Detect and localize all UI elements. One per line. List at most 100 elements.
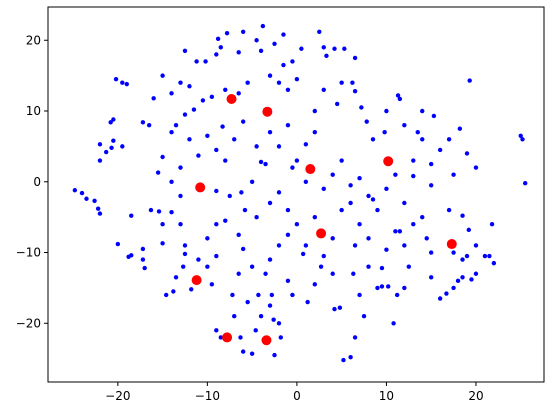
point [455, 278, 461, 284]
y-tick-label: 0 [33, 175, 41, 189]
point [272, 41, 277, 46]
point [111, 117, 116, 122]
point [317, 29, 322, 34]
point [324, 53, 329, 59]
point [312, 108, 318, 114]
point [230, 292, 235, 298]
point [366, 193, 371, 199]
point [142, 265, 147, 271]
point [223, 158, 228, 163]
point [214, 328, 219, 333]
point [285, 207, 291, 213]
point [171, 289, 176, 294]
point [267, 257, 273, 262]
point [276, 243, 282, 248]
point [187, 137, 192, 142]
point [163, 292, 169, 298]
point [72, 188, 78, 193]
point [487, 253, 492, 259]
point [187, 84, 192, 89]
point [431, 113, 437, 119]
point [276, 80, 282, 85]
center-point [305, 164, 316, 175]
point [205, 133, 210, 138]
point [420, 108, 425, 114]
point [290, 59, 295, 64]
point [312, 130, 318, 135]
point [466, 227, 471, 233]
point [276, 190, 282, 195]
point [457, 126, 463, 131]
point [411, 173, 416, 179]
point [397, 96, 403, 102]
point [348, 200, 353, 206]
point [357, 176, 362, 181]
point [169, 179, 174, 184]
point [350, 80, 355, 85]
point [232, 313, 237, 319]
point [220, 124, 225, 129]
point [182, 48, 188, 54]
point [420, 214, 425, 220]
point [182, 251, 188, 257]
point [169, 209, 174, 215]
point [451, 250, 456, 255]
point [473, 165, 479, 170]
point [339, 207, 344, 213]
point [115, 241, 121, 247]
point [148, 207, 154, 213]
point [278, 335, 283, 340]
x-tick-label: −20 [105, 389, 130, 403]
point [214, 52, 219, 57]
point [482, 253, 488, 259]
point [160, 222, 165, 227]
point [473, 271, 479, 276]
point [342, 46, 347, 51]
point [332, 46, 337, 51]
point [113, 76, 119, 82]
point [352, 55, 358, 61]
point [290, 292, 295, 298]
point [464, 253, 470, 259]
point [256, 292, 261, 298]
center-point [222, 332, 233, 343]
point [321, 45, 326, 50]
center-point [262, 106, 273, 117]
point [489, 222, 495, 227]
point [281, 32, 286, 37]
point [92, 198, 97, 204]
point [120, 80, 125, 85]
point [393, 229, 398, 234]
point [169, 91, 174, 96]
point [258, 159, 264, 165]
center-point [383, 156, 394, 167]
point [223, 87, 228, 92]
point [370, 197, 376, 202]
point [245, 299, 250, 305]
point [394, 292, 400, 298]
point [460, 213, 465, 218]
point [178, 193, 183, 199]
point [240, 119, 246, 124]
point [156, 209, 162, 214]
point [451, 285, 456, 291]
x-tick-label: 0 [293, 389, 301, 403]
point [203, 59, 208, 64]
point [397, 229, 403, 234]
x-tick-label: 20 [468, 389, 483, 403]
point [254, 214, 259, 220]
point [473, 243, 479, 248]
point [330, 236, 335, 241]
point [182, 112, 188, 117]
center-point [261, 335, 272, 346]
point [300, 251, 306, 257]
point [196, 257, 201, 262]
point [267, 130, 273, 135]
point [366, 264, 371, 269]
point [411, 158, 416, 163]
center-point [226, 93, 237, 104]
point [285, 278, 291, 284]
point [146, 122, 152, 128]
point [451, 172, 456, 177]
point [352, 243, 358, 248]
